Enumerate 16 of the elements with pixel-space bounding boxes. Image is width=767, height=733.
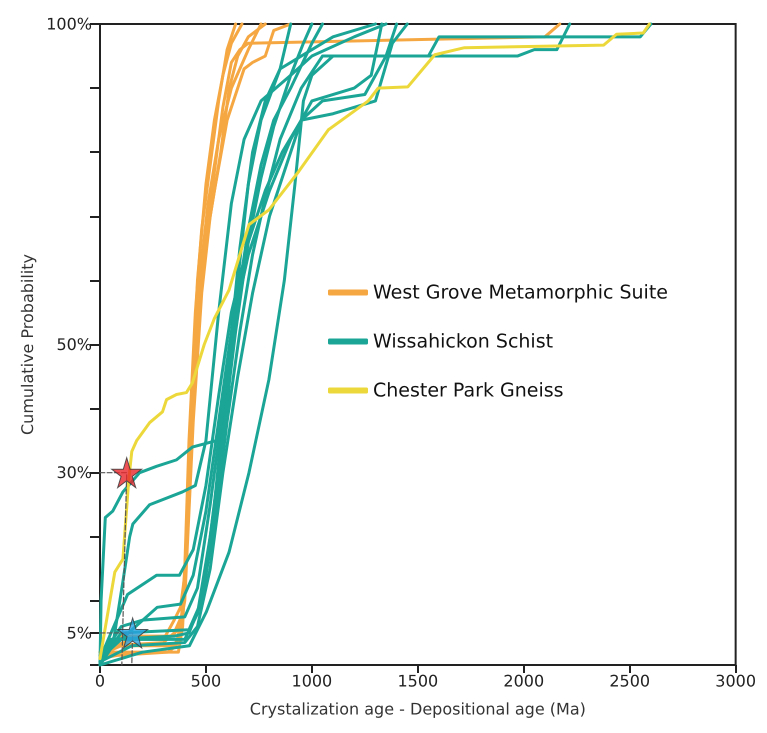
y-tick-label: 30% xyxy=(56,463,92,482)
legend-label: Wissahickon Schist xyxy=(373,330,554,352)
x-axis-title: Crystalization age - Depositional age (Ma) xyxy=(250,700,586,718)
legend-label: West Grove Metamorphic Suite xyxy=(373,282,668,304)
y-axis-title: Cumulative Probability xyxy=(18,254,37,435)
x-tick-label: 1000 xyxy=(292,672,332,690)
y-tick-label: 5% xyxy=(66,623,92,642)
x-tick-label: 500 xyxy=(190,672,222,690)
x-tick-label: 2000 xyxy=(503,672,544,690)
y-tick-label: 50% xyxy=(56,335,92,354)
legend-label: Chester Park Gneiss xyxy=(373,380,564,402)
x-tick-label: 0 xyxy=(94,672,106,690)
x-tick-label: 1500 xyxy=(397,672,438,690)
x-tick-label: 3000 xyxy=(715,672,756,690)
y-tick-label: 100% xyxy=(46,14,92,34)
x-tick-label: 2500 xyxy=(609,672,650,690)
